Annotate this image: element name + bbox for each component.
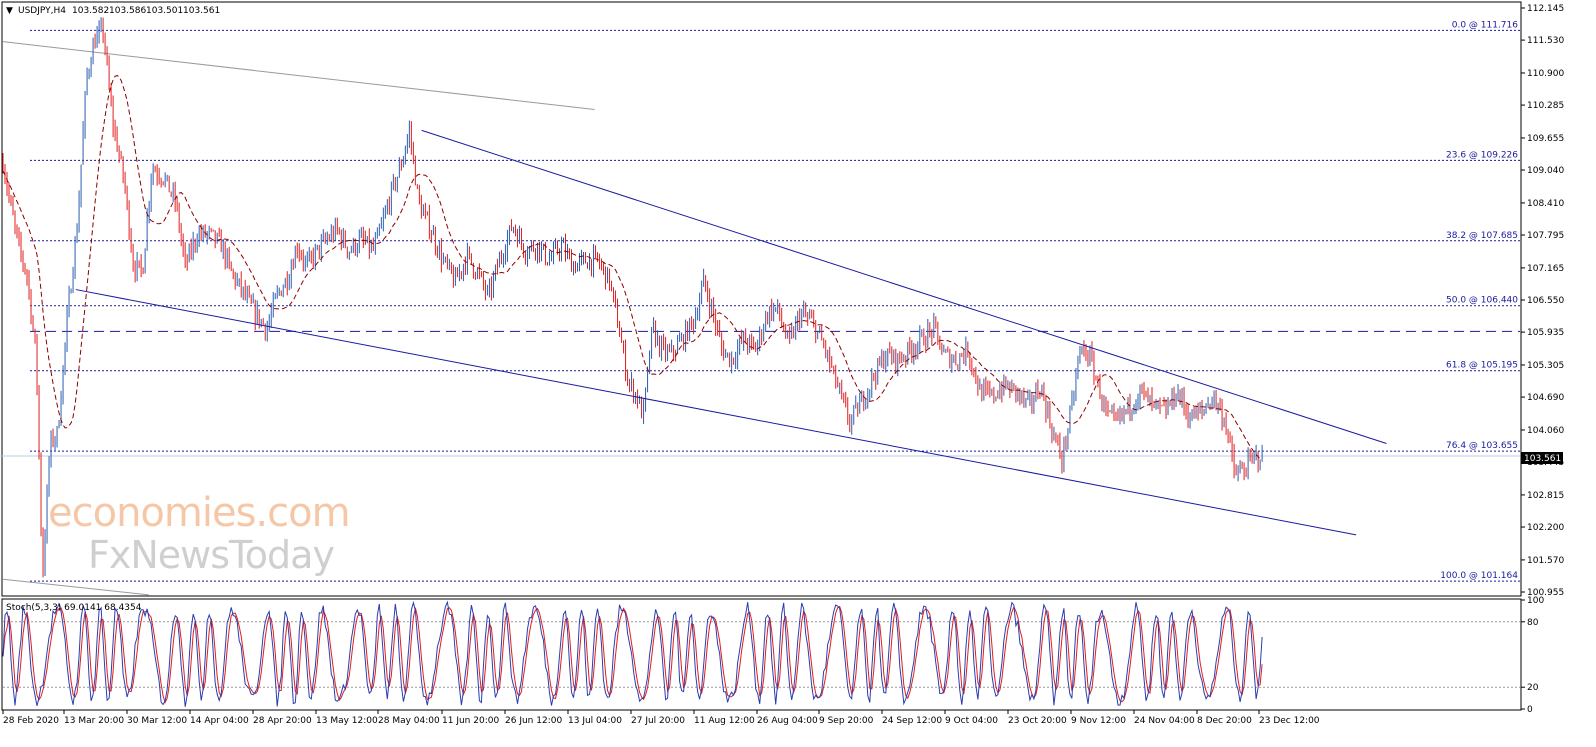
stoch-title: Stoch(5,3,3) 69.0141 68.4354: [6, 603, 142, 613]
grey-channel-line: [2, 41, 595, 111]
date-tick-label: 13 Mar 20:00: [64, 716, 124, 726]
price-tick-label: 109.040: [1527, 166, 1564, 176]
stoch-tick-label: 20: [1527, 683, 1539, 693]
price-tick-label: 104.060: [1527, 426, 1564, 436]
fib-level-label: 100.0 @ 101.164: [1440, 571, 1518, 581]
price-tick-label: 100.955: [1527, 588, 1564, 598]
grey-channel-line: [2, 578, 149, 596]
trendline[interactable]: [421, 129, 1387, 444]
header-low: 103.501: [146, 6, 183, 16]
header-open: 103.582: [72, 6, 109, 16]
date-tick-label: 13 Jul 04:00: [568, 716, 622, 726]
date-tick-label: 26 Jun 12:00: [505, 716, 562, 726]
date-tick-label: 11 Aug 12:00: [694, 716, 755, 726]
price-tick-label: 102.815: [1527, 491, 1564, 501]
date-tick-label: 27 Jul 20:00: [631, 716, 685, 726]
price-tick-label: 104.690: [1527, 393, 1564, 403]
current-price-tag: 103.561: [1524, 454, 1561, 464]
current-price-box: [1521, 452, 1563, 464]
date-tick-label: 23 Oct 20:00: [1008, 716, 1067, 726]
date-tick-label: 9 Sep 20:00: [819, 716, 874, 726]
date-tick-label: 11 Jun 20:00: [442, 716, 499, 726]
price-tick-label: 112.145: [1527, 4, 1564, 14]
price-tick-label: 107.165: [1527, 264, 1564, 274]
stoch-main-line: [2, 600, 1263, 707]
price-panel-frame: [1, 1, 1522, 597]
date-tick-label: 30 Mar 12:00: [127, 716, 187, 726]
date-tick-label: 28 Feb 2020: [3, 716, 59, 726]
price-tick-label: 108.410: [1527, 199, 1564, 209]
date-tick-label: 9 Nov 12:00: [1071, 716, 1126, 726]
price-tick-label: 111.530: [1527, 36, 1564, 46]
stoch-signal-line: [2, 605, 1263, 704]
date-tick-label: 13 May 12:00: [316, 716, 378, 726]
moving-average-line: [2, 74, 1263, 461]
date-tick-label: 28 Apr 20:00: [253, 716, 312, 726]
stoch-tick-label: 80: [1527, 618, 1539, 628]
date-tick-label: 26 Aug 04:00: [757, 716, 818, 726]
date-tick-label: 24 Sep 12:00: [882, 716, 942, 726]
fib-level-label: 0.0 @ 111.716: [1452, 20, 1519, 30]
price-tick-label: 102.200: [1527, 523, 1564, 533]
fib-level-label: 23.6 @ 109.226: [1446, 150, 1518, 160]
price-tick-label: 109.655: [1527, 134, 1564, 144]
watermark-fxnewstoday: FxNewsToday: [88, 533, 335, 577]
trendline[interactable]: [75, 289, 1357, 536]
date-tick-label: 23 Dec 12:00: [1259, 716, 1320, 726]
fib-level-label: 61.8 @ 105.195: [1446, 361, 1518, 371]
date-tick-label: 9 Oct 04:00: [945, 716, 998, 726]
date-tick-label: 28 May 04:00: [378, 716, 440, 726]
fib-level-label: 50.0 @ 106.440: [1446, 296, 1518, 306]
header-high: 103.586: [109, 6, 146, 16]
price-tick-label: 106.550: [1527, 296, 1564, 306]
price-tick-label: 110.285: [1527, 101, 1564, 111]
price-tick-label: 101.570: [1527, 556, 1564, 566]
fib-level-label: 76.4 @ 103.655: [1446, 441, 1518, 451]
price-tick-label: 110.900: [1527, 69, 1564, 79]
watermark-economies: economies.com: [48, 490, 351, 536]
price-tick-label: 105.935: [1527, 328, 1564, 338]
date-tick-label: 14 Apr 04:00: [190, 716, 249, 726]
stoch-tick-label: 0: [1527, 705, 1533, 715]
date-tick-label: 8 Dec 20:00: [1197, 716, 1252, 726]
fib-level-label: 38.2 @ 107.685: [1446, 231, 1518, 241]
header-symbol: USDJPY,H4: [18, 6, 66, 16]
price-tick-label: 105.305: [1527, 361, 1564, 371]
panel-collapse-icon[interactable]: ▼: [6, 6, 13, 16]
stoch-tick-label: 100: [1527, 596, 1544, 606]
price-tick-label: 107.795: [1527, 231, 1564, 241]
stoch-panel-frame: [1, 598, 1522, 711]
date-tick-label: 24 Nov 04:00: [1134, 716, 1195, 726]
header-close: 103.561: [183, 6, 220, 16]
